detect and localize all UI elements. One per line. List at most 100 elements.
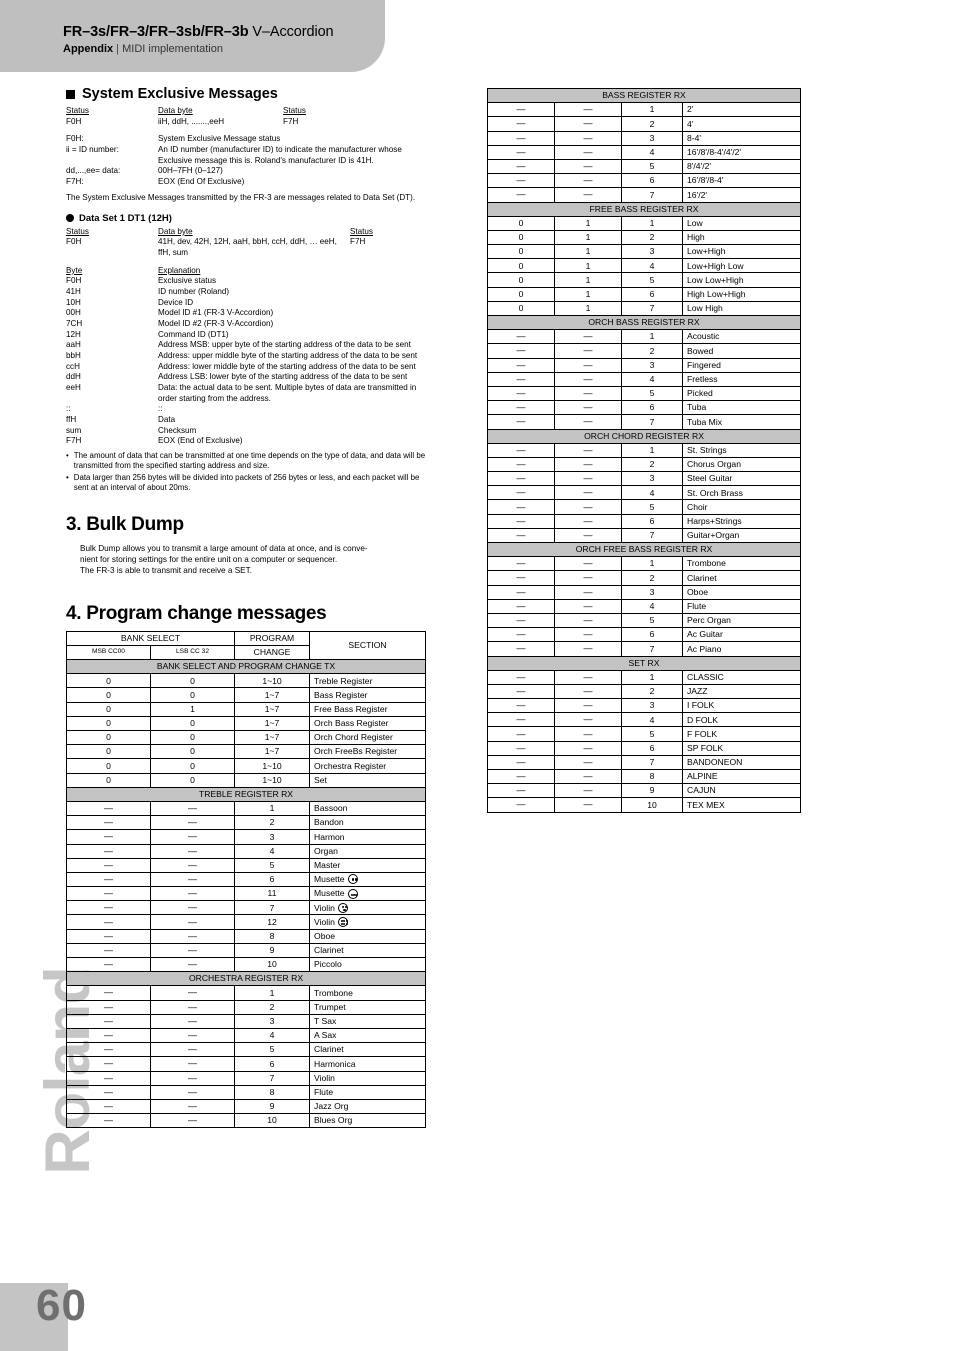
table-row: — —6 Ac Guitar xyxy=(487,627,801,643)
cell-section: F FOLK xyxy=(682,726,801,742)
cell-lsb: — xyxy=(554,797,622,813)
cell-lsb: — xyxy=(149,1098,236,1115)
cell-program-change: 2 xyxy=(621,343,683,359)
byte-explanation: EOX (End of Exclusive) xyxy=(158,436,243,446)
cell-section: 16'/8'/8-4' xyxy=(682,173,801,189)
table-row: — —3 8-4' xyxy=(487,130,801,146)
table-row: — —3 Harmon xyxy=(66,829,426,845)
cell-program-change: 6 xyxy=(621,627,683,643)
cell-section-label: Bowed xyxy=(687,345,714,356)
cell-lsb: — xyxy=(149,928,236,944)
page-subtitle-appendix: Appendix xyxy=(63,42,114,55)
header-program-change-line2: CHANGE xyxy=(234,644,311,661)
cell-lsb: — xyxy=(554,173,622,189)
cell-section-label: BANDONEON xyxy=(687,757,743,768)
table-row: — —5 8'/4'/2' xyxy=(487,158,801,175)
cell-lsb: — xyxy=(554,612,622,629)
cell-msb: 0 xyxy=(66,687,151,703)
cell-program-change: 2 xyxy=(621,570,683,586)
byte-row: ccH Address: lower middle byte of the sta… xyxy=(66,362,426,373)
table-row: — —1 Bassoon xyxy=(66,800,426,817)
table-row: — —1 Acoustic xyxy=(487,329,801,345)
cell-program-change: 1 xyxy=(621,556,683,572)
byte-name: :: xyxy=(66,404,71,414)
cell-section: Low xyxy=(682,215,801,231)
cell-section-label: Trombone xyxy=(314,987,353,998)
cell-lsb: — xyxy=(554,499,622,515)
cell-msb: 0 xyxy=(487,258,555,274)
cell-lsb: — xyxy=(554,598,622,614)
cell-program-change: 4 xyxy=(621,258,683,274)
cell-msb: — xyxy=(487,158,555,175)
cell-lsb: — xyxy=(149,800,236,817)
cell-program-change: 2 xyxy=(234,999,311,1015)
cell-msb: — xyxy=(487,130,555,146)
cell-section: D FOLK xyxy=(682,712,801,728)
cell-msb: — xyxy=(487,726,555,742)
table-row: — —4 Flute xyxy=(487,598,801,614)
page-title-model: FR–3s/FR–3/FR–3sb/FR–3b xyxy=(63,24,249,40)
cell-lsb: 0 xyxy=(149,687,236,703)
cell-lsb: — xyxy=(554,513,622,529)
table-row: — —9 Jazz Org xyxy=(66,1098,426,1115)
cell-section: Low+High xyxy=(682,244,801,260)
cell-section-label: Orchestra Register xyxy=(314,760,387,771)
cell-msb: — xyxy=(487,527,555,544)
table-row: — —6 Musette xyxy=(66,871,426,888)
cell-lsb: — xyxy=(554,712,622,728)
cell-section: Fretless xyxy=(682,371,801,387)
cell-section: High Low+High xyxy=(682,286,801,302)
byte-explanation: Data: the actual data to be sent. Multip… xyxy=(158,383,417,403)
byte-explanation: ID number (Roland) xyxy=(158,286,230,296)
cell-section: Picked xyxy=(682,385,801,402)
cell-lsb: — xyxy=(554,627,622,643)
cell-program-change: 7 xyxy=(621,300,683,317)
cell-section: Bandon xyxy=(309,815,426,831)
table-row: — —5 Master xyxy=(66,857,426,873)
table-band-row: FREE BASS REGISTER RX xyxy=(487,201,801,217)
dataset-value-status-1: F0H xyxy=(66,237,82,247)
cell-section-label: Bass Register xyxy=(314,689,368,700)
cell-section: Harmonica xyxy=(309,1056,426,1072)
page-subtitle: Appendix | MIDI implementation xyxy=(63,43,403,56)
cell-section: CAJUN xyxy=(682,783,801,799)
cell-msb: — xyxy=(487,357,555,373)
cell-section: Trumpet xyxy=(309,999,426,1015)
cell-msb: — xyxy=(66,815,151,831)
table-row: — —7 Guitar+Organ xyxy=(487,527,801,544)
cell-msb: — xyxy=(66,1027,151,1044)
cell-section-label: Violin xyxy=(314,902,335,913)
table-row: — —5 Perc Organ xyxy=(487,612,801,629)
byte-explanation: Address: upper middle byte of the starti… xyxy=(158,351,418,361)
cell-msb: — xyxy=(487,329,555,345)
cell-section: Harmon xyxy=(309,829,426,845)
cell-msb: — xyxy=(66,829,151,845)
cell-program-change: 2 xyxy=(621,116,683,132)
cell-msb: — xyxy=(66,843,151,859)
dataset-value-databyte: 41H, dev, 42H, 12H, aaH, bbH, ccH, ddH, … xyxy=(158,237,337,257)
cell-msb: — xyxy=(66,871,151,888)
cell-lsb: — xyxy=(149,829,236,845)
cell-msb: — xyxy=(487,499,555,515)
note-bullet-icon: • xyxy=(66,451,69,461)
dataset-value-status-2: F7H xyxy=(350,237,366,247)
cell-program-change: 1 xyxy=(621,442,683,458)
cell-msb: — xyxy=(66,999,151,1015)
byte-explanation: Address: lower middle byte of the starti… xyxy=(158,361,416,371)
cell-lsb: — xyxy=(554,442,622,458)
cell-section-label: Clarinet xyxy=(314,1044,344,1055)
cell-section: Piccolo xyxy=(309,956,426,973)
cell-section-label: Low+High Low xyxy=(687,260,744,271)
cell-lsb: — xyxy=(149,942,236,959)
byte-explanation: Device ID xyxy=(158,297,194,307)
cell-section-label: Trumpet xyxy=(314,1001,346,1012)
cell-section-label: SP FOLK xyxy=(687,742,724,753)
cell-program-change: 1 xyxy=(234,985,311,1001)
cell-lsb: — xyxy=(149,1070,236,1086)
definition-row: F7H: EOX (End Of Exclusive) xyxy=(66,177,426,188)
cell-section: 16'/2' xyxy=(682,187,801,203)
header-section: SECTION xyxy=(309,630,426,661)
cell-lsb: 1 xyxy=(554,258,622,274)
page-header-band xyxy=(0,0,385,72)
cell-section: 8'/4'/2' xyxy=(682,158,801,175)
